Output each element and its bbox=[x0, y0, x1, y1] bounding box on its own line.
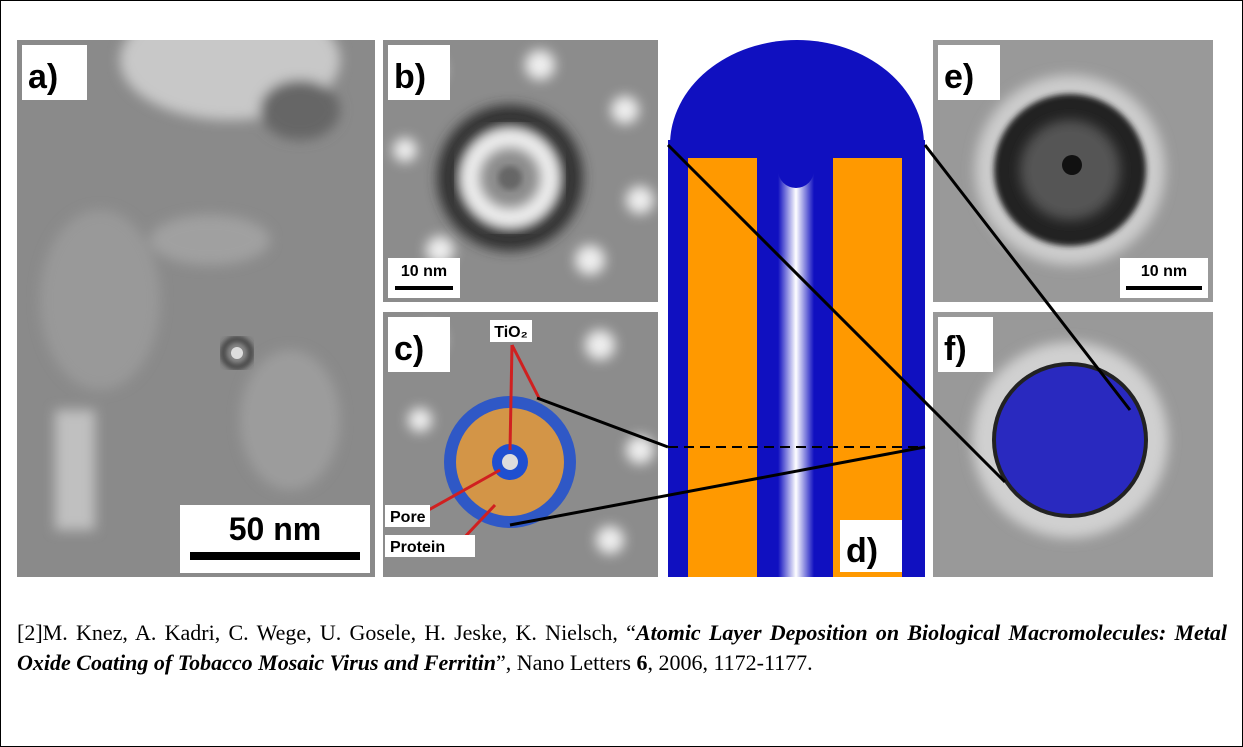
annotation: Pore bbox=[390, 509, 426, 526]
scale-bar-label: 50 nm bbox=[229, 511, 321, 547]
scale-bar-label: 10 nm bbox=[1141, 263, 1187, 280]
annotation: Protein bbox=[390, 539, 445, 556]
citation-volume: 6 bbox=[636, 650, 647, 675]
panel-label: b) bbox=[394, 58, 426, 96]
scale-bar-label: 10 nm bbox=[401, 263, 447, 280]
figure: TiO₂ Pore Protein a) b) c) d) e) f) 50 n… bbox=[0, 0, 1243, 600]
panel-label: e) bbox=[944, 58, 974, 96]
panel-label: c) bbox=[394, 330, 424, 368]
citation-journal: ”, Nano Letters bbox=[496, 650, 637, 675]
panel-label: d) bbox=[846, 532, 878, 570]
citation-authors: [2]M. Knez, A. Kadri, C. Wege, U. Gosele… bbox=[17, 620, 636, 645]
citation: [2]M. Knez, A. Kadri, C. Wege, U. Gosele… bbox=[17, 618, 1227, 678]
panel-label: a) bbox=[28, 58, 58, 96]
citation-pages: , 2006, 1172-1177. bbox=[647, 650, 812, 675]
panel-d bbox=[668, 40, 925, 577]
panel-label: f) bbox=[944, 330, 967, 368]
annotation: TiO₂ bbox=[494, 324, 527, 341]
